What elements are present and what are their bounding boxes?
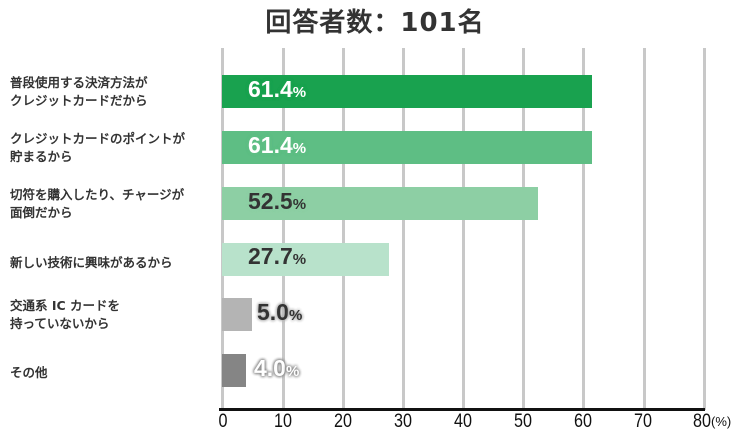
x-tick-label: 50 [514,411,532,432]
x-axis-line [219,408,705,411]
category-label: 切符を購入したり、チャージが 面倒だから [10,187,185,220]
bar [222,75,592,108]
chart-title: 回答者数：101名 [265,8,485,38]
value-label: 61.4% [248,132,307,158]
gridline-40 [462,48,465,410]
x-tick-label: 40 [454,411,472,432]
x-tick-label: 70 [634,411,652,432]
gridline-60 [582,48,585,410]
value-label: 52.5% [248,188,307,214]
plot-area [221,48,706,410]
gridline-80 [702,48,706,410]
gridline-50 [522,48,525,410]
bar [222,131,592,164]
x-axis-unit: (%) [711,414,732,429]
category-label: クレジットカードのポイントが 貯まるから [10,131,186,164]
x-tick-label: 60 [574,411,592,432]
x-tick-label: 10 [274,411,292,432]
category-label: その他 [10,365,48,380]
value-label: 5.0% [257,299,303,325]
value-label: 27.7% [248,243,307,269]
category-label: 普段使用する決済方法が クレジットカードだから [10,75,148,108]
bar [222,187,538,220]
bar [222,243,389,276]
x-tick-label: 80 [693,411,711,432]
value-label: 61.4% [248,76,307,102]
category-label: 交通系 IC カードを 持っていないから [10,298,121,331]
x-tick-label: 30 [394,411,412,432]
x-tick-label: 20 [334,411,352,432]
gridline-0 [221,48,224,410]
x-tick-label: 0 [218,411,228,432]
gridline-30 [401,48,405,410]
value-label: 4.0% [254,355,300,381]
category-label: 新しい技術に興味があるから [10,255,173,270]
bar [222,354,247,387]
gridline-20 [341,48,345,410]
bar [222,298,253,331]
gridline-10 [281,48,285,410]
gridline-70 [642,48,646,410]
